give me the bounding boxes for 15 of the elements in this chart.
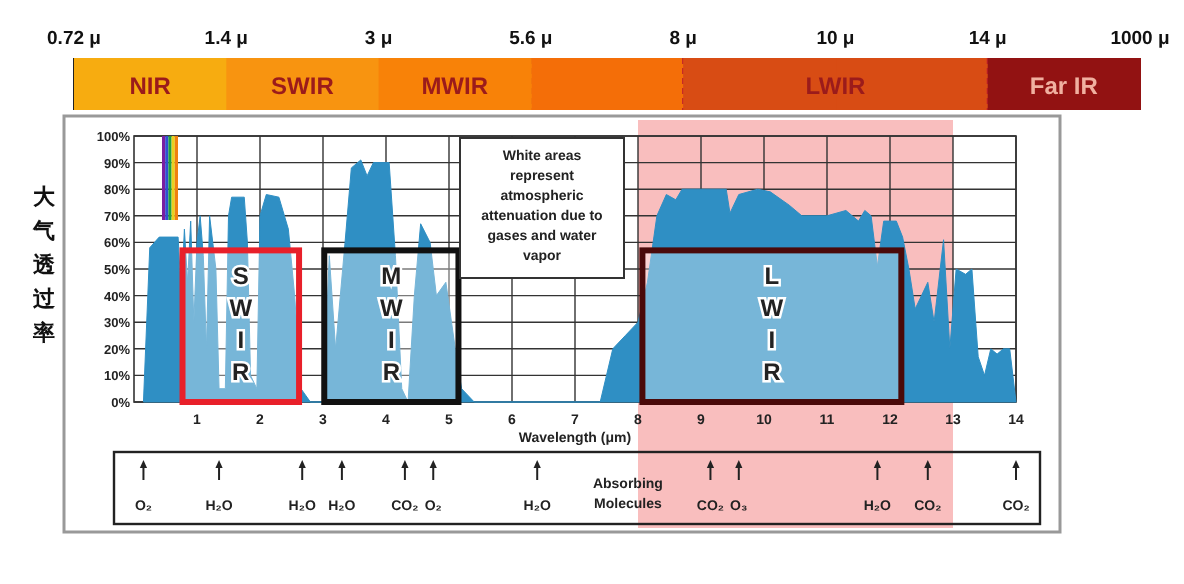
text: 0.72 μ xyxy=(47,28,102,50)
text: 10 μ xyxy=(816,28,855,50)
category-label: LWIR xyxy=(805,72,867,100)
category-label: NIR xyxy=(129,72,172,100)
text: 1000 μ xyxy=(1110,28,1170,50)
category-label: MWIR xyxy=(421,72,489,100)
category-label: Far IR xyxy=(1029,72,1099,100)
y-axis-title: 大气透过率 xyxy=(31,184,57,346)
band-label: LWIR xyxy=(760,262,785,387)
text: 14 μ xyxy=(968,28,1008,50)
text: 8 μ xyxy=(669,28,698,50)
text: 1.4 μ xyxy=(204,28,249,50)
text: 3 μ xyxy=(364,28,393,50)
category-label: SWIR xyxy=(271,72,335,100)
text: 5.6 μ xyxy=(509,28,553,50)
